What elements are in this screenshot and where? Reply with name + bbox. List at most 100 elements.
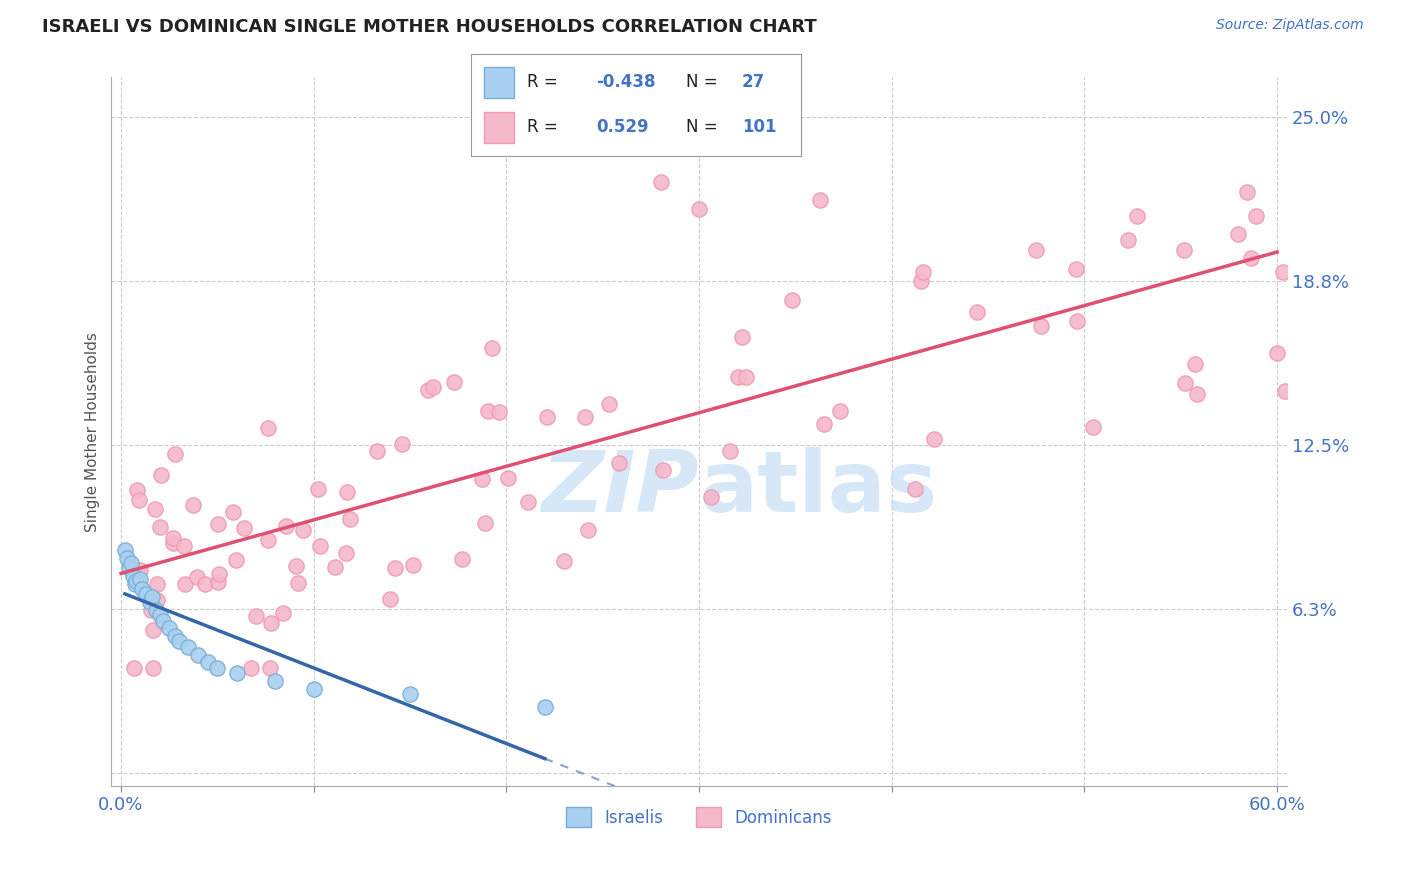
Point	[233, 521, 256, 535]
Point	[780, 293, 803, 307]
Point	[135, 587, 157, 601]
Point	[699, 490, 721, 504]
Point	[1173, 244, 1195, 258]
Point	[114, 542, 136, 557]
Point	[451, 552, 474, 566]
Point	[163, 447, 186, 461]
Point	[336, 485, 359, 500]
Text: R =: R =	[527, 119, 564, 136]
Point	[292, 523, 315, 537]
Point	[186, 570, 208, 584]
Legend: Israelis, Dominicans: Israelis, Dominicans	[560, 800, 839, 834]
Point	[181, 498, 204, 512]
Point	[142, 623, 165, 637]
Point	[146, 593, 169, 607]
Text: 0.529: 0.529	[596, 119, 650, 136]
Point	[828, 404, 851, 418]
Text: N =: N =	[686, 119, 723, 136]
Point	[150, 467, 173, 482]
Point	[391, 437, 413, 451]
Point	[129, 563, 152, 577]
Point	[1272, 265, 1295, 279]
Point	[474, 516, 496, 530]
Text: ISRAELI VS DOMINICAN SINGLE MOTHER HOUSEHOLDS CORRELATION CHART: ISRAELI VS DOMINICAN SINGLE MOTHER HOUSE…	[42, 18, 817, 36]
Point	[139, 603, 162, 617]
Point	[148, 608, 170, 623]
Point	[576, 524, 599, 538]
Point	[598, 397, 620, 411]
Point	[225, 553, 247, 567]
Point	[173, 577, 195, 591]
Point	[418, 383, 440, 397]
Point	[225, 665, 247, 680]
Point	[207, 575, 229, 590]
Point	[128, 493, 150, 508]
Point	[239, 661, 262, 675]
Point	[143, 501, 166, 516]
Point	[222, 505, 245, 519]
Point	[115, 550, 138, 565]
Point	[652, 463, 675, 477]
FancyBboxPatch shape	[484, 67, 515, 97]
Point	[157, 621, 180, 635]
Point	[142, 661, 165, 675]
Point	[688, 202, 710, 216]
Point	[1081, 420, 1104, 434]
Point	[339, 512, 361, 526]
Point	[284, 558, 307, 573]
Point	[402, 558, 425, 573]
Text: -0.438: -0.438	[596, 73, 657, 91]
Point	[208, 566, 231, 581]
Point	[911, 265, 934, 279]
Point	[443, 376, 465, 390]
Point	[610, 123, 633, 137]
Point	[731, 330, 754, 344]
Point	[194, 576, 217, 591]
Point	[129, 572, 152, 586]
Text: 27: 27	[742, 73, 765, 91]
Point	[1126, 209, 1149, 223]
Point	[309, 539, 332, 553]
Point	[534, 700, 557, 714]
Point	[146, 576, 169, 591]
Text: atlas: atlas	[699, 447, 938, 530]
Point	[177, 640, 200, 654]
Point	[516, 495, 538, 509]
Point	[650, 175, 672, 189]
Point	[1174, 376, 1197, 390]
Point	[335, 545, 357, 559]
Point	[1066, 314, 1088, 328]
Point	[1274, 384, 1296, 398]
Point	[1236, 186, 1258, 200]
Point	[1029, 319, 1052, 334]
Point	[904, 482, 927, 496]
Point	[302, 681, 325, 696]
Point	[187, 648, 209, 662]
Point	[808, 193, 831, 207]
Point	[1265, 346, 1288, 360]
Point	[922, 433, 945, 447]
Point	[260, 615, 283, 630]
Point	[121, 569, 143, 583]
Point	[256, 421, 278, 435]
Point	[481, 341, 503, 355]
Point	[120, 556, 142, 570]
Point	[125, 574, 148, 589]
Point	[574, 409, 596, 424]
Point	[139, 595, 162, 609]
Point	[607, 456, 630, 470]
Point	[127, 483, 149, 497]
Text: N =: N =	[686, 73, 723, 91]
Point	[118, 561, 141, 575]
Point	[536, 410, 558, 425]
Point	[718, 443, 741, 458]
Point	[274, 519, 297, 533]
Point	[1246, 209, 1268, 223]
Text: ZIP: ZIP	[541, 447, 699, 530]
Point	[152, 614, 174, 628]
Point	[727, 369, 749, 384]
Point	[399, 687, 422, 701]
Point	[471, 472, 494, 486]
Point	[966, 304, 988, 318]
Point	[145, 603, 167, 617]
